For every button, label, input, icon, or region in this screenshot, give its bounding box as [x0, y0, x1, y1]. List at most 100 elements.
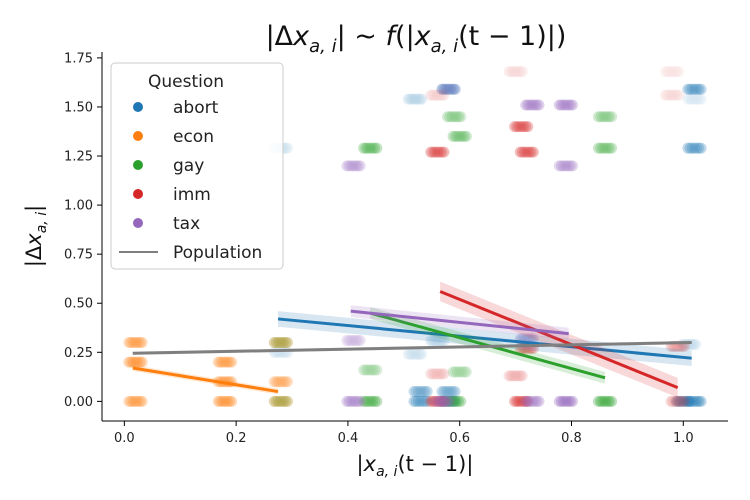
data-point-marker	[560, 395, 572, 407]
data-point-marker	[688, 142, 700, 154]
data-point	[430, 395, 456, 407]
data-point-marker	[123, 336, 135, 348]
data-point-marker	[341, 395, 353, 407]
data-point-marker	[668, 89, 680, 101]
data-point-marker	[279, 395, 291, 407]
data-point-marker	[558, 160, 570, 172]
data-point-marker	[270, 336, 282, 348]
data-point-marker	[522, 395, 534, 407]
data-point-marker	[448, 111, 460, 123]
data-point-marker	[408, 395, 420, 407]
data-point-marker	[671, 66, 683, 78]
data-point	[665, 395, 690, 407]
data-point-marker	[503, 370, 515, 382]
data-point-marker	[695, 142, 707, 154]
data-point-marker	[665, 395, 677, 407]
data-point-marker	[442, 395, 454, 407]
trend-line	[350, 309, 569, 336]
data-point-marker	[341, 160, 353, 172]
data-point-marker	[520, 395, 532, 407]
data-point-marker	[279, 336, 291, 348]
data-point-marker	[682, 142, 694, 154]
y-tick-label: 0.00	[64, 395, 93, 410]
data-point-marker	[447, 395, 459, 407]
data-point-marker	[511, 395, 523, 407]
data-point-marker	[366, 364, 378, 376]
data-point-marker	[560, 99, 572, 111]
data-point-marker	[358, 364, 370, 376]
data-point-marker	[431, 89, 443, 101]
data-point-marker	[415, 386, 427, 398]
data-point-marker	[408, 386, 420, 398]
legend: Question abort econ gay imm tax Population	[110, 62, 284, 270]
data-point-marker	[592, 111, 604, 123]
data-point-marker	[524, 99, 536, 111]
data-point-marker	[409, 93, 421, 105]
data-point-marker	[597, 142, 609, 154]
data-point-marker	[438, 89, 450, 101]
data-point-marker	[505, 370, 517, 382]
data-point	[341, 395, 366, 407]
data-point-marker	[410, 386, 422, 398]
data-point-marker	[691, 83, 703, 95]
data-point-marker	[416, 93, 428, 105]
data-point	[425, 395, 450, 407]
data-point-marker	[517, 395, 529, 407]
data-point-marker	[449, 83, 461, 95]
data-point	[436, 83, 461, 95]
data-point-marker	[673, 66, 685, 78]
data-point-marker	[453, 395, 465, 407]
data-point	[408, 395, 433, 407]
y-axis-label: |Δxa, i|	[22, 205, 50, 267]
data-point-marker	[281, 395, 293, 407]
data-point-marker	[270, 376, 282, 388]
data-point-marker	[603, 395, 615, 407]
data-point-marker	[682, 395, 694, 407]
data-point-marker	[413, 348, 425, 360]
data-point-marker	[454, 130, 466, 142]
data-point	[553, 99, 579, 111]
data-point-marker	[429, 146, 441, 158]
data-point-marker	[270, 336, 282, 348]
data-point-marker	[371, 142, 383, 154]
data-point-marker	[409, 348, 421, 360]
data-point-marker	[556, 160, 568, 172]
data-point-marker	[691, 93, 703, 105]
data-point-marker	[556, 99, 568, 111]
data-point-marker	[407, 93, 419, 105]
data-point-marker	[431, 395, 443, 407]
trend-imm	[439, 281, 679, 398]
data-point-marker	[362, 395, 374, 407]
data-point-marker	[212, 356, 224, 368]
data-point-marker	[688, 395, 700, 407]
data-point-marker	[281, 336, 293, 348]
data-point-marker	[348, 335, 360, 347]
data-point-marker	[130, 336, 142, 348]
data-point-marker	[666, 66, 678, 78]
data-point-marker	[533, 99, 545, 111]
data-point-marker	[520, 395, 532, 407]
data-point-marker	[127, 336, 139, 348]
data-point-marker	[553, 99, 565, 111]
data-point-marker	[364, 364, 376, 376]
data-point-marker	[134, 395, 146, 407]
data-point	[123, 336, 148, 348]
data-point-marker	[686, 142, 698, 154]
data-point-marker	[431, 368, 443, 380]
data-point-marker	[664, 66, 676, 78]
data-point-marker	[525, 146, 537, 158]
data-point-marker	[130, 395, 142, 407]
data-point-marker	[436, 146, 448, 158]
data-point-marker	[440, 386, 452, 398]
data-point	[447, 366, 472, 378]
data-point-marker	[429, 395, 441, 407]
data-point-marker	[348, 160, 360, 172]
data-point-marker	[458, 366, 470, 378]
trend-econ	[132, 365, 279, 395]
data-point-marker	[601, 395, 613, 407]
data-point-marker	[343, 335, 355, 347]
data-point-marker	[673, 89, 685, 101]
data-point-marker	[556, 395, 568, 407]
data-point-marker	[445, 395, 457, 407]
data-point	[212, 395, 238, 407]
